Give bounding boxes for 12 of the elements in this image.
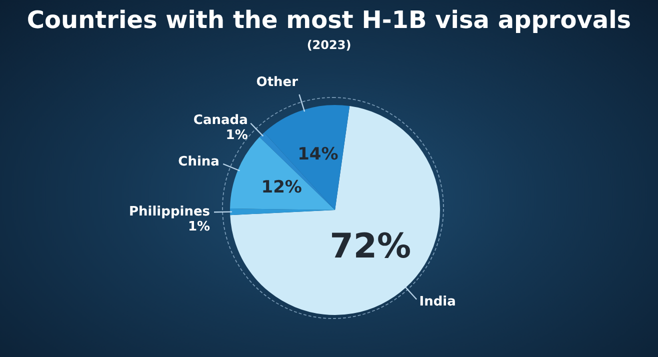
chart-subtitle: (2023) bbox=[306, 38, 352, 52]
slice-label: Philippines bbox=[128, 204, 210, 220]
data-label: 1% bbox=[226, 128, 248, 143]
slice-label: India bbox=[419, 294, 456, 310]
data-label: 14% bbox=[298, 144, 338, 164]
data-label: 12% bbox=[261, 177, 302, 198]
slice-label: Canada bbox=[193, 112, 248, 128]
slice-label: China bbox=[178, 154, 220, 170]
slice-label: Other bbox=[256, 74, 299, 90]
data-label: 72% bbox=[330, 226, 412, 267]
chart-title: Countries with the most H-1B visa approvals bbox=[26, 6, 632, 34]
data-label: 1% bbox=[188, 220, 210, 235]
